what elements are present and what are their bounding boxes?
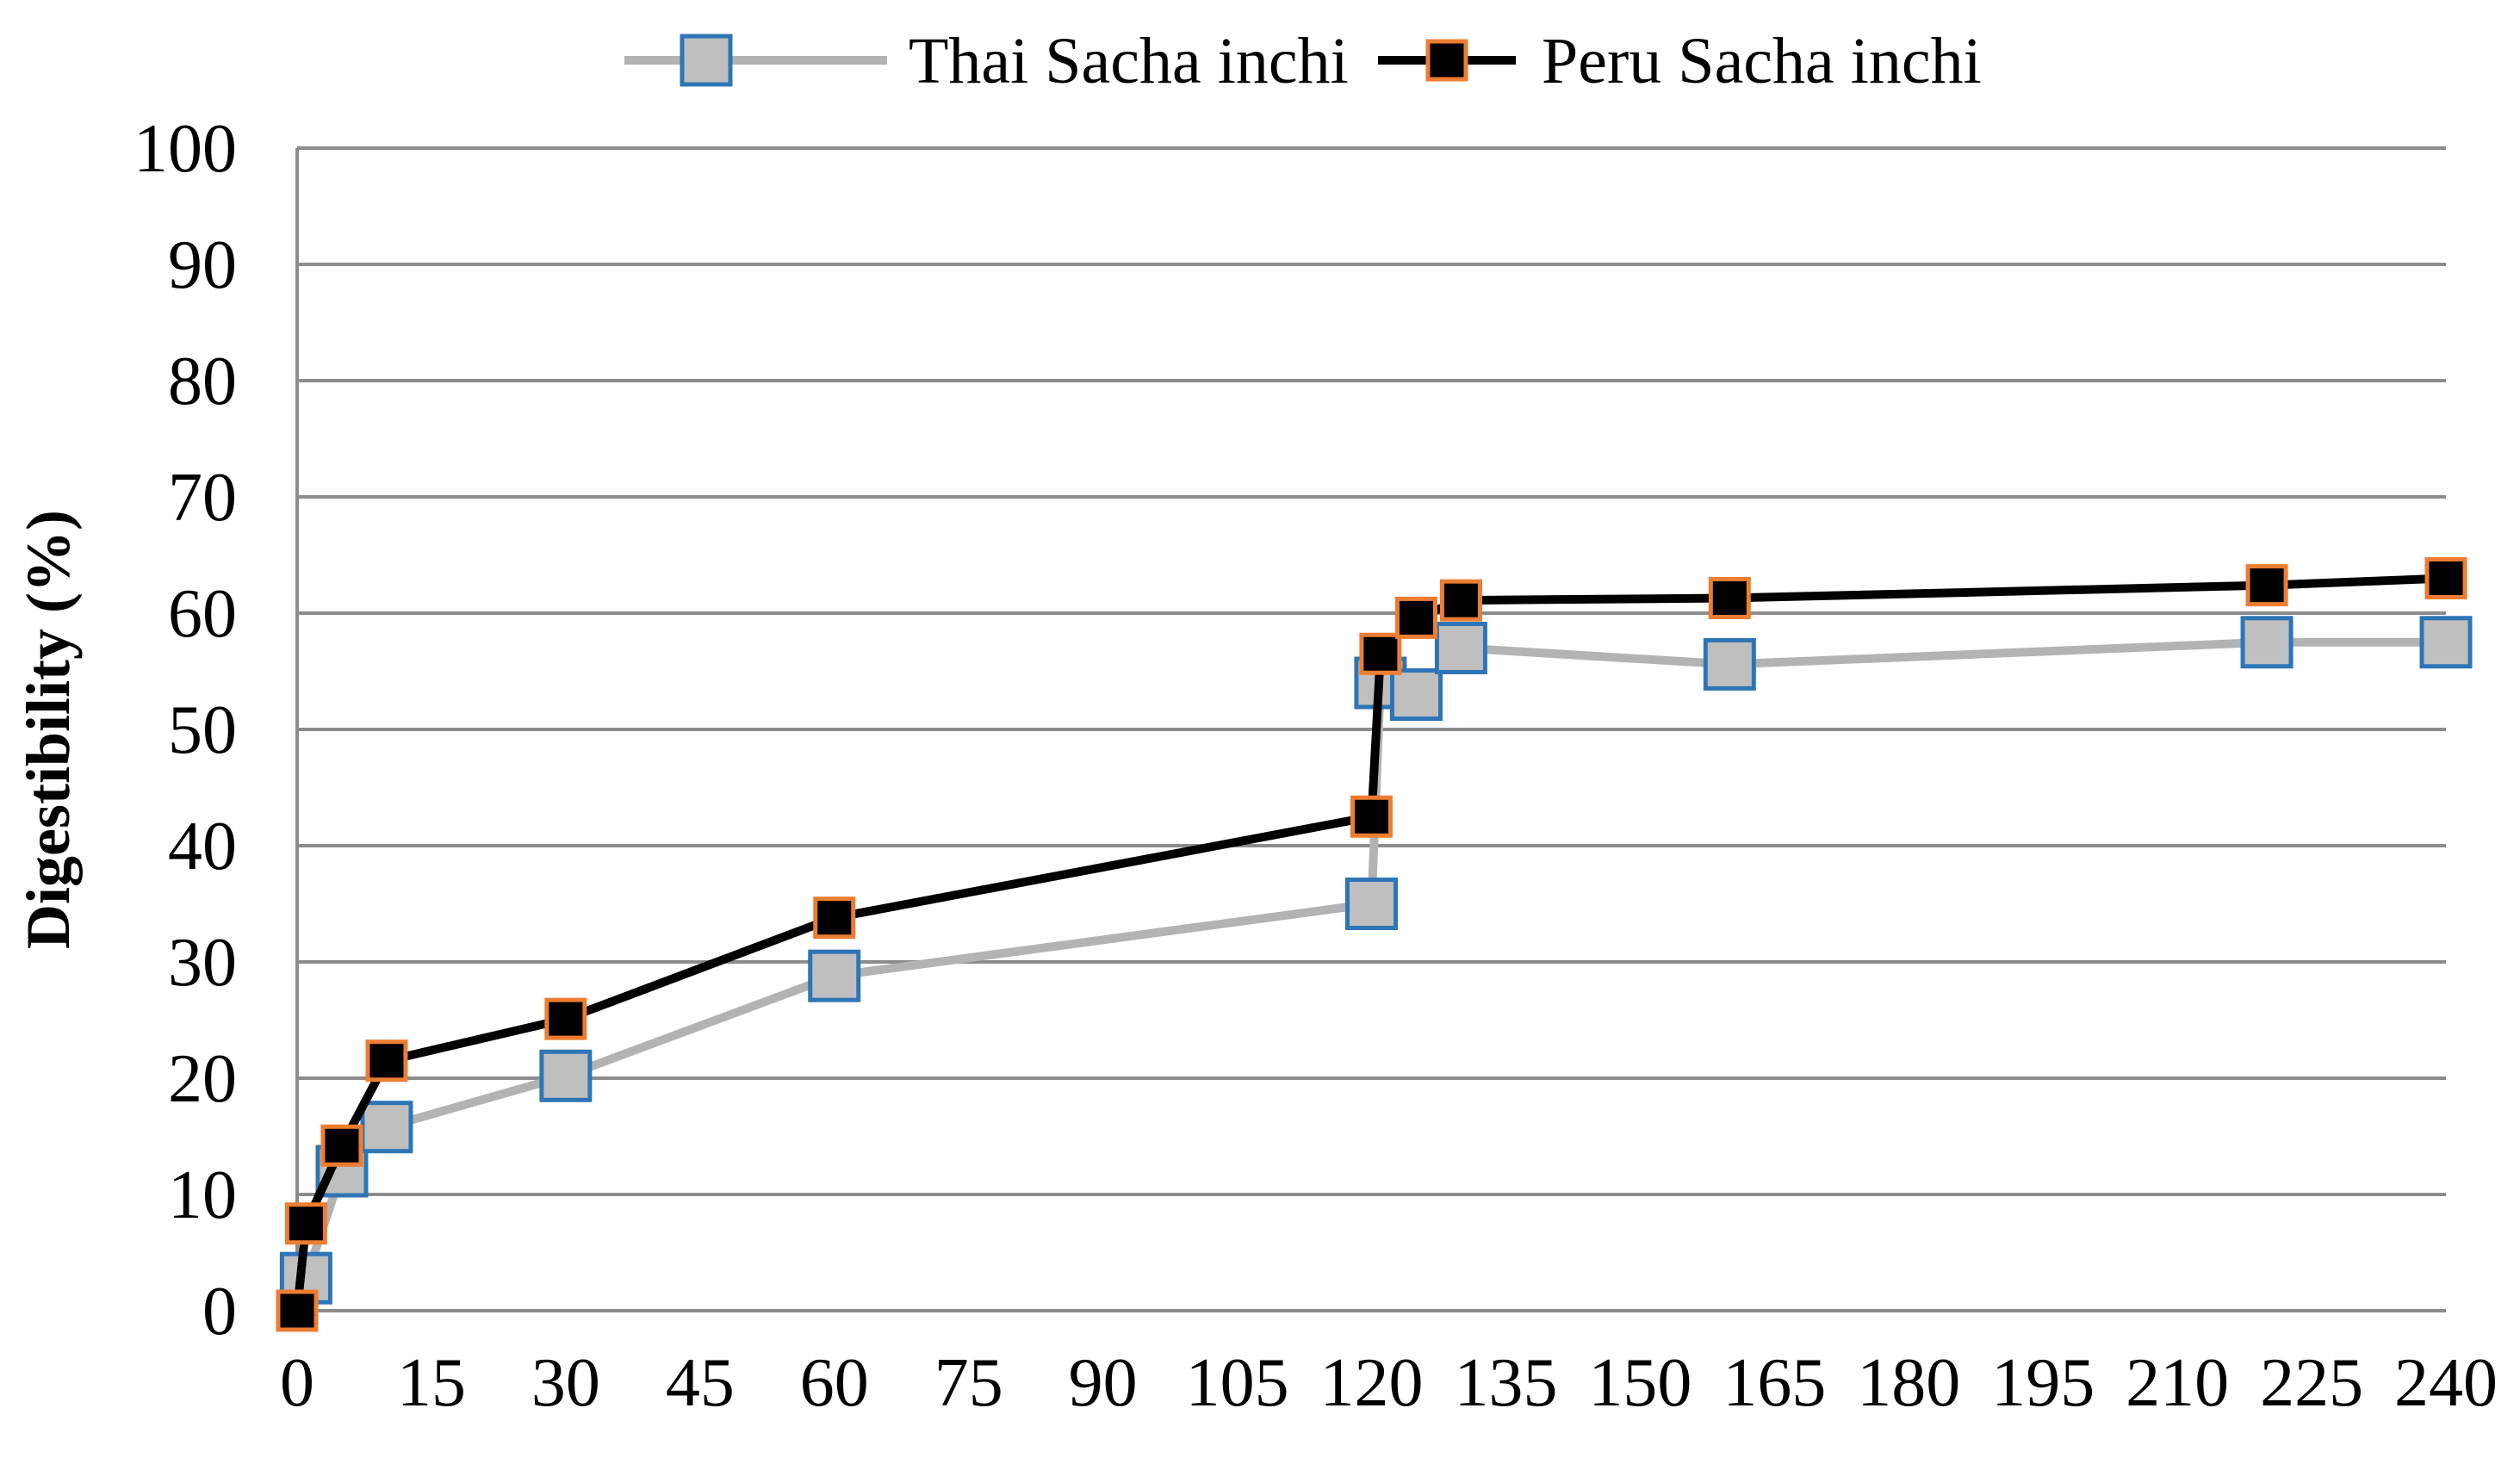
data-point: [320, 1124, 363, 1167]
legend-item-1: Thai Sacha inchi: [624, 25, 1349, 97]
y-axis-label: Digestibility (%): [14, 510, 83, 949]
legend-item-2: Peru Sacha inchi: [1378, 25, 1982, 97]
data-point: [1703, 637, 1756, 691]
legend-label: Thai Sacha inchi: [909, 25, 1349, 97]
data-point: [1389, 668, 1443, 721]
y-tick-label: 0: [202, 1274, 237, 1349]
x-tick-label: 210: [2126, 1345, 2229, 1421]
x-tick-label: 150: [1588, 1345, 1691, 1421]
data-point: [808, 949, 861, 1002]
legend-marker: [1425, 39, 1468, 82]
axes: [295, 148, 2446, 1312]
data-point: [1708, 576, 1751, 619]
y-tick-label: 80: [168, 344, 237, 419]
data-point: [539, 1049, 593, 1102]
data-point: [1394, 596, 1437, 639]
y-tick-labels: 0 10 20 30 40 50 60 70 80 90 100: [133, 111, 237, 1349]
x-tick-labels: 0 15 30 45 60 75 90 105 120 135 150 165 180 195 210 225…: [280, 1345, 2498, 1421]
data-point: [813, 896, 856, 940]
gridlines: [297, 146, 2446, 1196]
y-tick-label: 30: [168, 925, 237, 1001]
y-tick-label: 20: [168, 1041, 237, 1117]
legend-label: Peru Sacha inchi: [1542, 25, 1982, 97]
data-point: [284, 1202, 327, 1245]
y-tick-label: 10: [168, 1157, 237, 1233]
data-point: [1434, 622, 1487, 674]
data-point: [276, 1289, 319, 1332]
y-tick-label: 60: [168, 576, 237, 652]
legend: Thai Sacha inchi Peru Sacha inchi: [624, 25, 1982, 97]
x-tick-label: 60: [800, 1345, 869, 1421]
y-tick-label: 70: [168, 460, 237, 536]
y-tick-label: 90: [168, 227, 237, 303]
x-tick-label: 120: [1320, 1345, 1424, 1421]
x-tick-label: 15: [397, 1345, 466, 1421]
data-point: [1345, 878, 1398, 930]
x-tick-label: 105: [1186, 1345, 1289, 1421]
y-tick-label: 50: [168, 692, 237, 768]
x-tick-label: 195: [1991, 1345, 2095, 1421]
x-tick-label: 0: [280, 1345, 314, 1421]
data-point: [2245, 564, 2288, 607]
legend-marker: [680, 34, 733, 87]
data-point: [2240, 616, 2293, 669]
x-tick-label: 165: [1722, 1345, 1826, 1421]
x-tick-label: 90: [1069, 1345, 1138, 1421]
data-point: [2419, 616, 2473, 669]
x-tick-label: 135: [1454, 1345, 1557, 1421]
data-point: [1359, 632, 1402, 675]
series-group: [276, 557, 2473, 1332]
x-tick-label: 225: [2260, 1345, 2363, 1421]
data-point: [1350, 795, 1393, 838]
y-tick-label: 100: [133, 111, 237, 187]
data-point: [2424, 557, 2467, 599]
series-2: [276, 557, 2467, 1332]
x-tick-label: 30: [531, 1345, 600, 1421]
data-point: [544, 997, 587, 1040]
data-point: [360, 1101, 413, 1154]
y-tick-label: 40: [168, 809, 237, 884]
x-tick-label: 240: [2394, 1345, 2498, 1421]
x-tick-label: 45: [666, 1345, 735, 1421]
data-point: [1439, 579, 1482, 622]
x-tick-label: 180: [1857, 1345, 1960, 1421]
data-point: [365, 1039, 408, 1082]
x-tick-label: 75: [934, 1345, 1003, 1421]
